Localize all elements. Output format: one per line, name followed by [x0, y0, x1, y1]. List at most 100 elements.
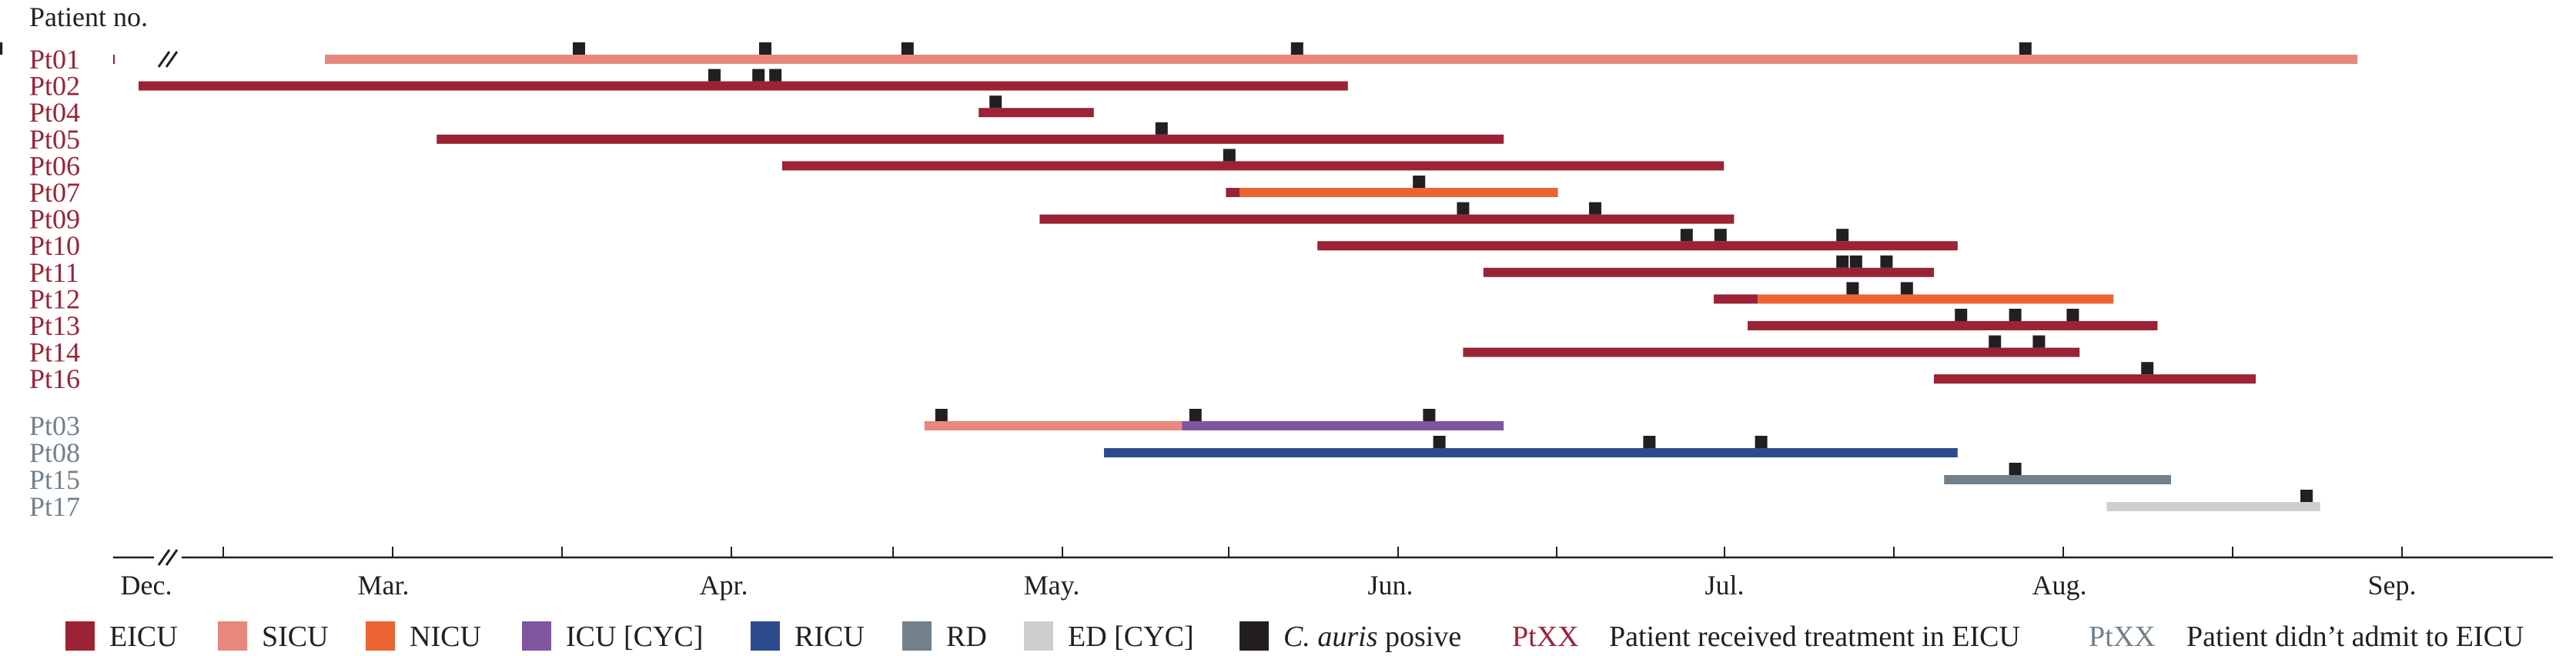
positive-marker: [1846, 282, 1859, 295]
positive-marker: [1836, 255, 1849, 268]
patient-label: Pt11: [29, 257, 79, 288]
y-axis-title: Patient no.: [29, 2, 148, 32]
positive-marker: [2300, 490, 2313, 502]
patient-row-pt14: Pt14: [29, 335, 2080, 368]
legend-item-ed-cyc: ED [CYC]: [1024, 621, 1194, 653]
segment-eicu: [139, 81, 1348, 91]
positive-marker: [935, 409, 948, 421]
positive-marker: [1413, 176, 1426, 188]
segment-sicu: [325, 55, 2357, 64]
positive-marker: [0, 42, 3, 55]
legend: EICU SICU NICU ICU [CYC] RICU RD ED [CYC] C. au…: [65, 621, 2524, 653]
segment-eicu: [1748, 321, 2158, 330]
positive-marker: [1955, 309, 1968, 321]
patient-label: Pt01: [29, 44, 80, 75]
patient-row-pt12: Pt12: [29, 282, 2114, 314]
positive-marker: [1989, 335, 2002, 348]
positive-marker: [1680, 229, 1693, 242]
patient-row-pt06: Pt06: [29, 149, 1725, 181]
legend-label: ICU [CYC]: [566, 621, 703, 653]
row-axis-break: [157, 51, 179, 68]
x-axis-break: [157, 549, 179, 566]
patient-row-pt13: Pt13: [29, 309, 2158, 341]
patient-label: Pt05: [29, 124, 80, 155]
positive-marker: [1290, 42, 1303, 55]
patient-row-pt01: Pt01: [0, 42, 2357, 75]
segment-eicu: [437, 134, 1504, 144]
positive-marker: [1836, 229, 1849, 242]
patient-row-pt16: Pt16: [29, 362, 2256, 394]
segment-rd: [1944, 475, 2171, 484]
x-tick-label: Jul.: [1705, 570, 1744, 601]
legend-label: Patient received treatment in EICU: [1609, 621, 2020, 653]
segment-eicu: [1714, 294, 1758, 304]
x-tick-label: Jun.: [1367, 570, 1413, 601]
patient-label: Pt02: [29, 71, 80, 102]
positive-marker: [2032, 335, 2046, 348]
legend-label: EICU: [109, 621, 178, 653]
legend-swatch: [366, 621, 395, 651]
legend-swatch: [751, 621, 780, 651]
positive-marker: [2019, 42, 2032, 55]
x-tick-label: Mar.: [358, 570, 410, 601]
segment-ed-cyc: [2106, 502, 2320, 511]
x-tick-label: May.: [1024, 570, 1080, 601]
positive-marker: [769, 69, 782, 82]
legend-item-ricu: RICU: [751, 621, 865, 653]
patient-label: Pt14: [29, 337, 80, 368]
x-tick-label: Apr.: [700, 570, 748, 601]
positive-marker: [1589, 202, 1601, 215]
segment-eicu: [782, 161, 1725, 171]
patient-label: Pt07: [29, 177, 80, 208]
segment-nicu: [1758, 294, 2114, 304]
legend-item-eicu-patient: PtXX Patient received treatment in EICU: [1512, 621, 2020, 653]
legend-label: C. auris posive: [1283, 621, 1461, 653]
positive-marker: [573, 42, 585, 55]
legend-label: RD: [946, 621, 987, 653]
patient-label: Pt13: [29, 310, 80, 341]
positive-marker: [1849, 255, 1862, 268]
legend-item-non-eicu-patient: PtXX Patient didn’t admit to EICU: [2089, 621, 2524, 653]
segment-ricu: [1104, 448, 1958, 457]
patient-label: Pt17: [29, 491, 80, 522]
positive-marker: [1714, 229, 1727, 242]
legend-swatch: [1239, 621, 1269, 651]
positive-marker: [2066, 309, 2079, 321]
legend-swatch: [65, 621, 95, 651]
patient-row-pt07: Pt07: [29, 176, 1558, 208]
segment-icu-cyc: [1182, 421, 1504, 430]
patient-label: Pt06: [29, 150, 80, 181]
legend-label: Patient didn’t admit to EICU: [2186, 621, 2524, 653]
patient-rows: Pt01Pt02Pt04Pt05Pt06Pt07Pt09Pt10Pt11Pt12…: [0, 42, 2357, 522]
segment-eicu: [1934, 374, 2256, 384]
patient-row-pt10: Pt10: [29, 229, 1958, 261]
patient-label: Pt15: [29, 464, 80, 495]
patient-label: Pt10: [29, 230, 80, 261]
patient-label: Pt09: [29, 204, 80, 235]
legend-swatch: [218, 621, 247, 651]
segment-eicu: [1317, 241, 1958, 251]
positive-marker: [1433, 436, 1446, 448]
patient-row-pt05: Pt05: [29, 122, 1504, 155]
patient-row-pt15: Pt15: [29, 463, 2171, 495]
patient-label: Pt03: [29, 410, 80, 441]
legend-label: RICU: [795, 621, 865, 653]
legend-label: NICU: [410, 621, 481, 653]
legend-item-rd: RD: [902, 621, 987, 653]
legend-swatch: [902, 621, 932, 651]
positive-marker: [1457, 202, 1470, 215]
positive-marker: [1755, 436, 1768, 448]
x-tick-label: Dec.: [121, 570, 172, 601]
segment-eicu: [1039, 214, 1735, 224]
patient-label: Pt04: [29, 97, 80, 128]
segment-eicu: [1463, 347, 2080, 357]
segment-eicu: [1226, 188, 1239, 197]
patient-row-pt03: Pt03: [29, 409, 1504, 441]
x-tick-label: Aug.: [2032, 570, 2087, 601]
segment-nicu: [1239, 188, 1558, 197]
positive-marker: [1155, 122, 1168, 135]
positive-marker: [989, 95, 1002, 109]
positive-marker: [708, 69, 721, 82]
positive-marker: [752, 69, 765, 82]
legend-marker: PtXX: [1512, 621, 1579, 653]
